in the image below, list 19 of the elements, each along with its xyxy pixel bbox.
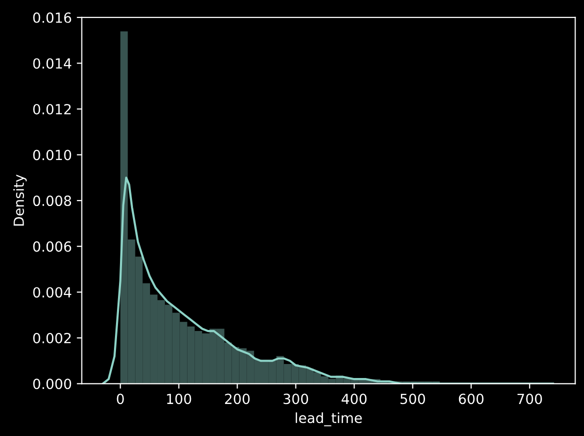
x-tick-label: 200: [225, 394, 250, 404]
y-tick-label: 0.002: [33, 332, 71, 344]
x-axis-title: lead_time: [296, 412, 362, 426]
y-tick-label: 0.012: [33, 104, 71, 114]
x-tick-label: 0: [116, 394, 124, 404]
x-tick-label: 600: [458, 394, 484, 404]
y-tick-label: 0.000: [33, 378, 72, 390]
y-tick-label: 0.010: [33, 150, 72, 160]
x-tick-label: 400: [342, 394, 367, 404]
x-tick-label: 100: [167, 394, 192, 404]
y-tick-label: 0.006: [33, 241, 72, 252]
y-tick-label: 0.004: [33, 287, 72, 298]
x-tick-label: 700: [518, 394, 542, 404]
y-axis-title: Density: [13, 174, 27, 226]
y-tick-label: 0.014: [33, 58, 72, 69]
x-tick-label: 500: [400, 394, 426, 404]
y-tick-label: 0.008: [33, 196, 72, 206]
y-tick-label: 0.016: [33, 12, 72, 23]
x-tick-label: 300: [284, 394, 308, 404]
